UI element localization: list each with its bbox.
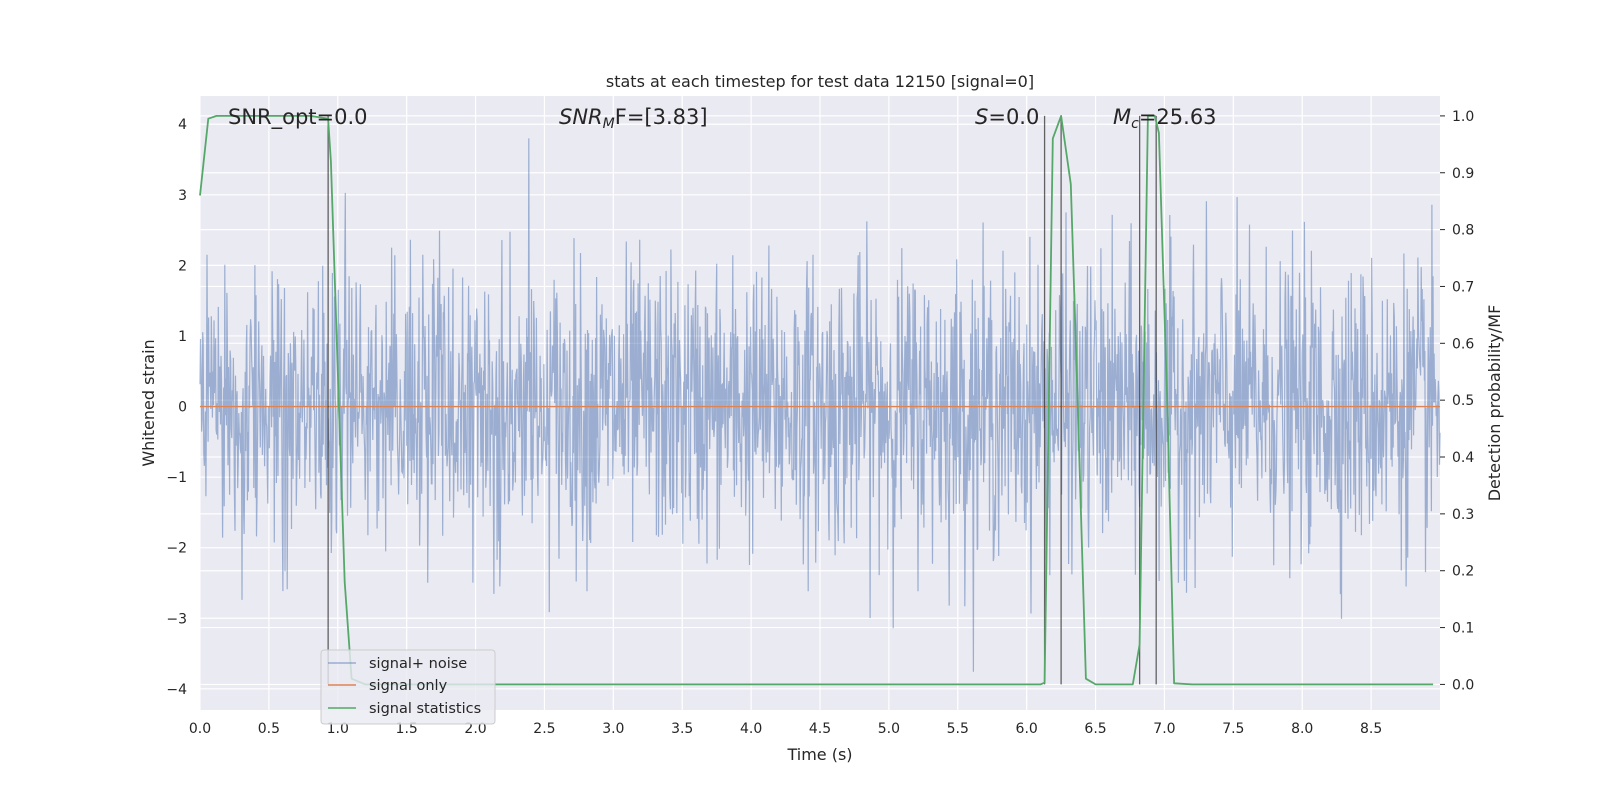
- series-signal-statistics: [199, 115, 1434, 686]
- x-tick-label: 5.5: [947, 721, 969, 737]
- annotation-s: S=0.0: [975, 105, 1039, 129]
- right-y-tick-label: 0.6: [1452, 336, 1474, 352]
- x-tick-label: 0.0: [189, 721, 211, 737]
- y-tick-label: −1: [166, 470, 187, 486]
- x-axis-label: Time (s): [786, 745, 852, 764]
- annotation-mc-main: M: [1113, 105, 1131, 129]
- right-y-tick-label: 1.0: [1452, 109, 1474, 125]
- series-signal-noise: [199, 138, 1441, 672]
- y-tick-label: 1: [178, 329, 187, 345]
- x-tick-label: 4.0: [740, 721, 762, 737]
- y-tick-label: 3: [178, 188, 187, 204]
- annotation-mc-rest: =25.63: [1139, 105, 1217, 129]
- chart-title: stats at each timestep for test data 121…: [606, 72, 1034, 91]
- y-axis-ticks: −4 −3 −2 −1 0 1 2 3 4: [166, 117, 187, 698]
- signal-statistics-line: [199, 115, 1434, 686]
- x-tick-label: 3.0: [602, 721, 624, 737]
- right-y-axis-label: Detection probability/MF: [1485, 305, 1504, 502]
- x-tick-label: 2.5: [533, 721, 555, 737]
- x-tick-label: 7.5: [1222, 721, 1244, 737]
- annotation-s-rest: =0.0: [988, 105, 1039, 129]
- right-y-tick-label: 0.9: [1452, 166, 1474, 182]
- annotation-s-var: S: [975, 105, 988, 129]
- x-tick-label: 7.0: [1153, 721, 1175, 737]
- y-tick-label: −4: [166, 682, 187, 698]
- annotation-snr-mf-sub: M: [603, 116, 615, 132]
- right-y-tick-label: 0.3: [1452, 507, 1474, 523]
- right-y-tick-label: 0.7: [1452, 279, 1474, 295]
- annotation-snr-mf-main: SNR: [559, 105, 603, 129]
- x-tick-label: 1.0: [327, 721, 349, 737]
- right-y-tick-label: 0.0: [1452, 677, 1474, 693]
- y-tick-label: −3: [166, 611, 187, 627]
- y-tick-label: 4: [178, 117, 187, 133]
- right-y-tick-label: 0.2: [1452, 564, 1474, 580]
- x-tick-label: 5.0: [878, 721, 900, 737]
- x-tick-label: 4.5: [809, 721, 831, 737]
- x-tick-label: 1.5: [396, 721, 418, 737]
- annotation-mc: Mc=25.63: [1113, 105, 1217, 132]
- right-y-tick-label: 0.8: [1452, 223, 1474, 239]
- x-tick-label: 6.5: [1084, 721, 1106, 737]
- right-y-tick-label: 0.5: [1452, 393, 1474, 409]
- right-y-tick-label: 0.1: [1452, 621, 1474, 637]
- signal-noise-line: [199, 138, 1441, 672]
- x-tick-label: 8.0: [1291, 721, 1313, 737]
- y-axis-label: Whitened strain: [139, 339, 158, 466]
- x-tick-label: 8.5: [1360, 721, 1382, 737]
- legend-label-signal-statistics: signal statistics: [369, 701, 481, 717]
- y-tick-label: 2: [178, 258, 187, 274]
- legend: signal+ noise signal only signal statist…: [320, 649, 496, 725]
- legend-label-signal-noise: signal+ noise: [369, 656, 467, 672]
- vertical-markers: [327, 115, 1157, 685]
- right-y-axis-ticks: 0.0 0.1 0.2 0.3 0.4 0.5 0.6 0.7 0.8 0.9 1.0: [1440, 109, 1474, 693]
- legend-frame: [320, 649, 496, 725]
- x-tick-label: 3.5: [671, 721, 693, 737]
- x-axis-ticks: 0.0 0.5 1.0 1.5 2.0 2.5 3.0 3.5 4.0 4.5 5.0 5.5 6.0 6…: [189, 721, 1382, 737]
- annotation-snr-opt: SNR_opt=0.0: [228, 105, 368, 130]
- y-tick-label: 0: [178, 400, 187, 416]
- annotation-snr-mf-rest: F=[3.83]: [615, 105, 708, 129]
- right-y-tick-label: 0.4: [1452, 450, 1474, 466]
- x-tick-label: 0.5: [258, 721, 280, 737]
- annotation-mc-sub: c: [1131, 116, 1139, 132]
- x-tick-label: 2.0: [464, 721, 486, 737]
- annotation-snr-mf: SNRMF=[3.83]: [559, 105, 708, 132]
- y-tick-label: −2: [166, 541, 187, 557]
- x-tick-label: 6.0: [1016, 721, 1038, 737]
- legend-label-signal-only: signal only: [369, 678, 448, 694]
